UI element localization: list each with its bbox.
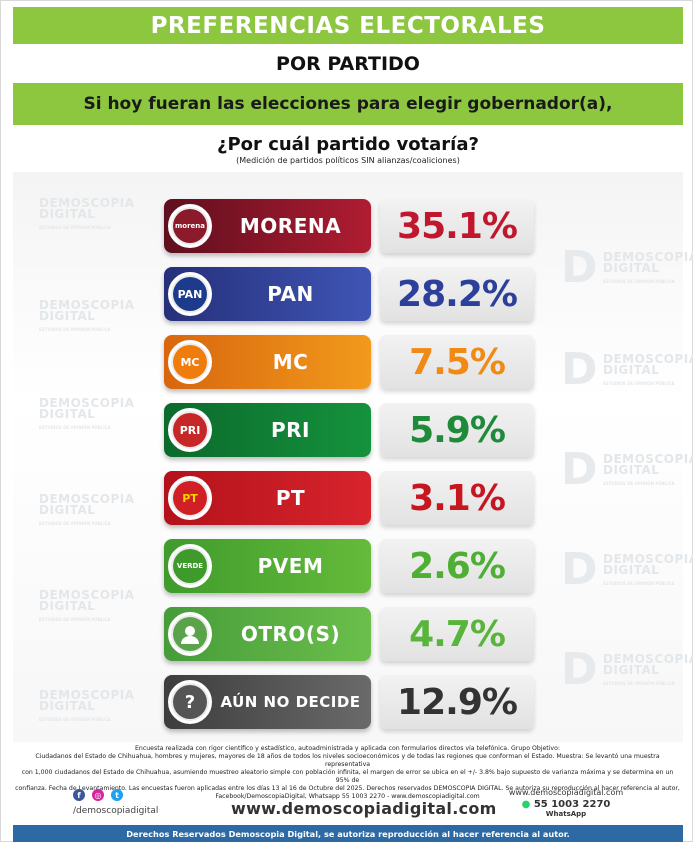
watermark-left-5: DEMOSCOPIA DIGITAL ESTUDIOS DE OPINIÓN PÚB…	[39, 588, 135, 622]
question-line-1: Si hoy fueran las elecciones para elegir…	[13, 83, 683, 125]
contact-phone: ● 55 1003 2270	[521, 799, 611, 810]
question-text: ¿Por cuál partido votaría?	[217, 133, 479, 155]
website-link[interactable]: www.demoscopiadigital.com	[231, 799, 497, 818]
party-name: MORENA	[239, 214, 342, 238]
party-row: PT PT 3.1%	[164, 471, 534, 525]
party-bar: ? AÚN NO DECIDE	[164, 675, 371, 729]
watermark-logo-icon: D	[561, 242, 598, 293]
watermark-right-3: DEMOSCOPIA DIGITAL ESTUDIOS DE OPINIÓN PÚB…	[603, 452, 693, 486]
pvem-logo-icon: VERDE	[168, 544, 212, 588]
party-name: AÚN NO DECIDE	[220, 693, 361, 711]
party-percentage: 2.6%	[380, 539, 534, 593]
mc-logo-icon: MC	[168, 340, 212, 384]
whatsapp-icon: ●	[521, 799, 531, 810]
question-icon: ?	[168, 680, 212, 724]
party-bar: PT PT	[164, 471, 371, 525]
footer-rights: Derechos Reservados Demoscopia Digital, …	[13, 825, 683, 842]
page-subtitle: POR PARTIDO	[13, 46, 683, 81]
party-percentage: 4.7%	[380, 607, 534, 661]
watermark-right-5: DEMOSCOPIA DIGITAL ESTUDIOS DE OPINIÓN PÚB…	[603, 652, 693, 686]
twitter-icon[interactable]: t	[111, 789, 123, 801]
party-name: OTRO(S)	[240, 622, 341, 646]
party-name: PT	[275, 486, 306, 510]
party-row: OTRO(S) 4.7%	[164, 607, 534, 661]
social-handle[interactable]: /demoscopiadigital	[73, 806, 159, 816]
watermark-left-3: DEMOSCOPIA DIGITAL ESTUDIOS DE OPINIÓN PÚB…	[39, 396, 135, 430]
watermark-right-1: DEMOSCOPIA DIGITAL ESTUDIOS DE OPINIÓN PÚB…	[603, 250, 693, 284]
question-line-2: ¿Por cuál partido votaría? (Medición de …	[13, 127, 683, 171]
pri-logo-icon: PRI	[168, 408, 212, 452]
party-percentage: 12.9%	[380, 675, 534, 729]
methodology-line: Encuesta realizada con rigor científico …	[135, 745, 560, 752]
watermark-right-2: DEMOSCOPIA DIGITAL ESTUDIOS DE OPINIÓN PÚB…	[603, 352, 693, 386]
methodology-line: Ciudadanos del Estado de Chihuahua, homb…	[35, 753, 660, 768]
page-title: PREFERENCIAS ELECTORALES	[13, 7, 683, 44]
watermark-left-4: DEMOSCOPIA DIGITAL ESTUDIOS DE OPINIÓN PÚB…	[39, 492, 135, 526]
watermark-logo-icon: D	[561, 344, 598, 395]
facebook-icon[interactable]: f	[73, 789, 85, 801]
party-name: PVEM	[257, 554, 324, 578]
social-links: f ◎ t	[73, 789, 123, 801]
watermark-left-6: DEMOSCOPIA DIGITAL ESTUDIOS DE OPINIÓN PÚB…	[39, 688, 135, 722]
party-name: PRI	[271, 418, 310, 442]
party-bar: MC MC	[164, 335, 371, 389]
watermark-logo-icon: D	[561, 444, 598, 495]
party-percentage: 7.5%	[380, 335, 534, 389]
party-row: morena MORENA 35.1%	[164, 199, 534, 253]
party-bar: OTRO(S)	[164, 607, 371, 661]
party-percentage: 28.2%	[380, 267, 534, 321]
contact-website[interactable]: www.demoscopiadigital.com	[508, 788, 624, 797]
party-row: VERDE PVEM 2.6%	[164, 539, 534, 593]
methodology-line: confianza. Fecha de Levantamiento. Las e…	[15, 785, 680, 792]
party-bar: VERDE PVEM	[164, 539, 371, 593]
party-percentage: 35.1%	[380, 199, 534, 253]
user-icon	[168, 612, 212, 656]
watermark-left-2: DEMOSCOPIA DIGITAL ESTUDIOS DE OPINIÓN PÚB…	[39, 298, 135, 332]
party-name: PAN	[267, 282, 314, 306]
party-row: ? AÚN NO DECIDE 12.9%	[164, 675, 534, 729]
pt-logo-icon: PT	[168, 476, 212, 520]
watermark-left-1: DEMOSCOPIA DIGITAL ESTUDIOS DE OPINIÓN PÚB…	[39, 196, 135, 230]
question-note: (Medición de partidos políticos SIN alia…	[236, 155, 460, 165]
instagram-icon[interactable]: ◎	[92, 789, 104, 801]
watermark-logo-icon: D	[561, 544, 598, 595]
party-bar: morena MORENA	[164, 199, 371, 253]
methodology-line: Facebook/DemoscopiaDigital, Whatsapp 55 …	[215, 793, 480, 800]
party-name: MC	[272, 350, 309, 374]
morena-logo-icon: morena	[168, 204, 212, 248]
party-percentage: 3.1%	[380, 471, 534, 525]
watermark-logo-icon: D	[561, 644, 598, 695]
party-row: PRI PRI 5.9%	[164, 403, 534, 457]
party-percentage: 5.9%	[380, 403, 534, 457]
methodology-line: con 1,000 ciudadanos del Estado de Chihu…	[21, 769, 674, 784]
methodology-note: Encuesta realizada con rigor científico …	[15, 745, 680, 801]
contact-block: www.demoscopiadigital.com ● 55 1003 2270…	[501, 788, 631, 818]
whatsapp-label: WhatsApp	[545, 810, 587, 818]
pan-logo-icon: PAN	[168, 272, 212, 316]
party-bar: PAN PAN	[164, 267, 371, 321]
party-bar: PRI PRI	[164, 403, 371, 457]
party-row: MC MC 7.5%	[164, 335, 534, 389]
party-row: PAN PAN 28.2%	[164, 267, 534, 321]
watermark-right-4: DEMOSCOPIA DIGITAL ESTUDIOS DE OPINIÓN PÚB…	[603, 552, 693, 586]
